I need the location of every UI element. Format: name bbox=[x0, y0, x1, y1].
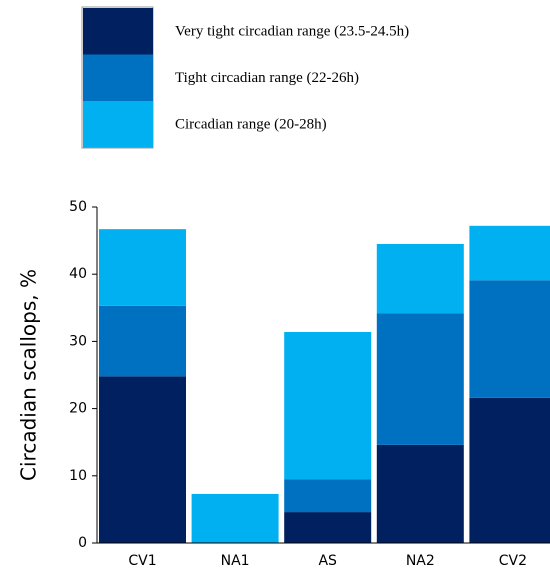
y-tick-label: 0 bbox=[78, 535, 87, 551]
y-tick-label: 40 bbox=[69, 266, 87, 282]
y-tick-label: 10 bbox=[69, 468, 87, 484]
bar-segment bbox=[469, 397, 550, 543]
y-tick-label: 30 bbox=[69, 333, 87, 349]
bar-segment bbox=[284, 331, 372, 480]
y-tick-label: 50 bbox=[69, 199, 87, 215]
legend-swatch bbox=[83, 101, 153, 148]
x-tick-label: AS bbox=[318, 553, 337, 569]
legend-swatch bbox=[83, 8, 153, 55]
legend-label: Circadian range (20-28h) bbox=[175, 116, 327, 132]
bar-segment bbox=[284, 512, 372, 543]
x-tick-label: NA2 bbox=[406, 553, 435, 569]
x-tick-label: CV1 bbox=[128, 553, 156, 569]
bar-segment bbox=[99, 229, 186, 306]
y-tick-label: 20 bbox=[69, 401, 87, 417]
bar-segment bbox=[191, 493, 279, 543]
x-tick-label: NA1 bbox=[221, 553, 250, 569]
x-tick-label: CV2 bbox=[499, 553, 527, 569]
legend-swatch bbox=[83, 54, 153, 101]
bar-segment bbox=[469, 280, 550, 398]
bar-segment bbox=[376, 313, 464, 445]
legend-label: Very tight circadian range (23.5-24.5h) bbox=[175, 23, 409, 39]
bar-segment bbox=[284, 479, 372, 513]
bar-segment bbox=[99, 305, 186, 377]
bar-segment bbox=[469, 225, 550, 281]
y-axis-label: Circadian scallops, % bbox=[17, 269, 41, 481]
bar-segment bbox=[376, 243, 464, 314]
bar-segment bbox=[99, 376, 186, 543]
bar-segment bbox=[376, 444, 464, 543]
legend-label: Tight circadian range (22-26h) bbox=[175, 70, 359, 86]
